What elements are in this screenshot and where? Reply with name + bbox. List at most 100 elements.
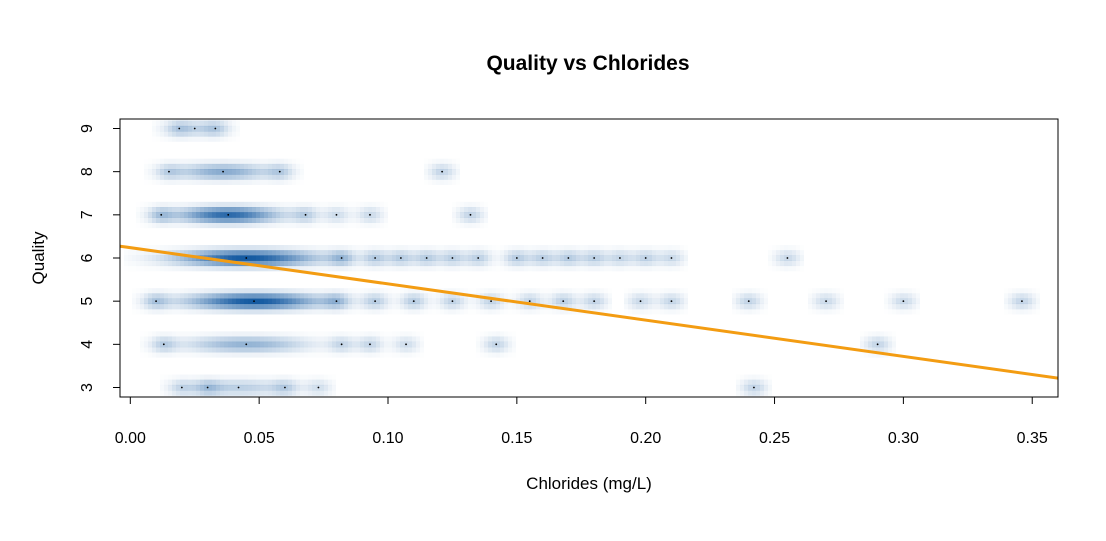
density-cell bbox=[676, 245, 680, 251]
density-cell bbox=[440, 266, 444, 272]
data-point bbox=[593, 257, 596, 259]
density-cell bbox=[232, 336, 236, 343]
density-cell bbox=[684, 304, 688, 310]
density-cell bbox=[272, 163, 276, 170]
density-cell bbox=[184, 207, 188, 213]
density-cell bbox=[268, 222, 272, 229]
density-cell bbox=[192, 255, 196, 261]
density-cell bbox=[252, 346, 256, 353]
density-cell bbox=[184, 169, 188, 175]
density-cell bbox=[204, 293, 208, 299]
density-cell bbox=[912, 288, 916, 294]
density-cell bbox=[216, 136, 220, 142]
density-cell bbox=[784, 245, 788, 251]
density-cell bbox=[236, 174, 240, 180]
density-cell bbox=[308, 303, 312, 310]
density-cell bbox=[204, 341, 208, 348]
density-cell bbox=[380, 260, 384, 267]
density-cell bbox=[432, 159, 436, 165]
density-cell bbox=[428, 245, 432, 251]
density-cell bbox=[320, 223, 324, 229]
density-cell bbox=[464, 298, 468, 305]
density-cell bbox=[232, 121, 236, 127]
density-cell bbox=[768, 380, 772, 386]
density-cell bbox=[144, 347, 148, 353]
density-cell bbox=[156, 131, 160, 137]
density-cell bbox=[768, 390, 772, 396]
density-cell bbox=[396, 309, 400, 315]
density-cell bbox=[200, 174, 204, 180]
density-cell bbox=[136, 298, 140, 305]
density-cell bbox=[560, 303, 564, 310]
density-cell bbox=[276, 255, 280, 261]
density-cell bbox=[284, 346, 288, 353]
density-cell bbox=[840, 304, 844, 310]
density-cell bbox=[780, 245, 784, 251]
density-cell bbox=[812, 309, 816, 315]
y-tick-label: 4 bbox=[79, 340, 96, 349]
density-cell bbox=[480, 298, 484, 305]
density-cell bbox=[168, 331, 172, 337]
density-cell bbox=[324, 331, 328, 337]
density-cell bbox=[772, 266, 776, 272]
density-cell bbox=[332, 346, 336, 353]
density-cell bbox=[236, 201, 240, 208]
density-cell bbox=[568, 303, 572, 310]
density-cell bbox=[400, 250, 404, 256]
density-cell bbox=[288, 202, 292, 208]
density-cell bbox=[748, 303, 752, 310]
density-cell bbox=[188, 136, 192, 142]
density-cell bbox=[176, 352, 180, 358]
density-cell bbox=[172, 331, 176, 337]
density-cell bbox=[348, 288, 352, 294]
density-cell bbox=[644, 260, 648, 267]
density-cell bbox=[180, 169, 184, 175]
density-cell bbox=[348, 303, 352, 310]
density-cell bbox=[152, 341, 156, 348]
density-cell bbox=[348, 217, 352, 223]
density-cell bbox=[496, 266, 500, 272]
density-cell bbox=[344, 255, 348, 261]
density-cell bbox=[892, 293, 896, 299]
density-cell bbox=[416, 266, 420, 272]
density-cell bbox=[172, 131, 176, 137]
density-cell bbox=[444, 163, 448, 170]
density-cell bbox=[668, 288, 672, 294]
density-cell bbox=[620, 260, 624, 267]
density-cell bbox=[300, 352, 304, 358]
density-cell bbox=[892, 309, 896, 315]
density-cell bbox=[156, 179, 160, 185]
density-cell bbox=[176, 179, 180, 185]
density-cell bbox=[240, 298, 244, 305]
density-cell bbox=[796, 250, 800, 256]
density-cell bbox=[624, 298, 628, 305]
density-cell bbox=[424, 179, 428, 185]
density-cell bbox=[512, 337, 516, 343]
density-cell bbox=[548, 309, 552, 315]
density-cell bbox=[664, 288, 668, 294]
density-cell bbox=[304, 395, 308, 401]
density-cell bbox=[332, 217, 336, 223]
density-cell bbox=[744, 303, 748, 310]
density-cell bbox=[768, 261, 772, 267]
density-cell bbox=[764, 390, 768, 396]
density-cell bbox=[268, 260, 272, 267]
density-cell bbox=[172, 293, 176, 299]
density-cell bbox=[648, 309, 652, 315]
density-cell bbox=[324, 293, 328, 299]
density-cell bbox=[172, 212, 176, 218]
density-cell bbox=[232, 352, 236, 358]
density-cell bbox=[504, 288, 508, 294]
density-cell bbox=[748, 298, 752, 305]
density-cell bbox=[296, 288, 300, 294]
density-cell bbox=[576, 293, 580, 299]
density-cell bbox=[280, 352, 284, 358]
density-cell bbox=[284, 202, 288, 208]
density-cell bbox=[364, 207, 368, 213]
density-cell bbox=[160, 120, 164, 127]
density-cell bbox=[388, 352, 392, 358]
density-cell bbox=[380, 293, 384, 299]
density-cell bbox=[288, 265, 292, 272]
density-cell bbox=[328, 375, 332, 381]
density-cell bbox=[1012, 309, 1016, 315]
